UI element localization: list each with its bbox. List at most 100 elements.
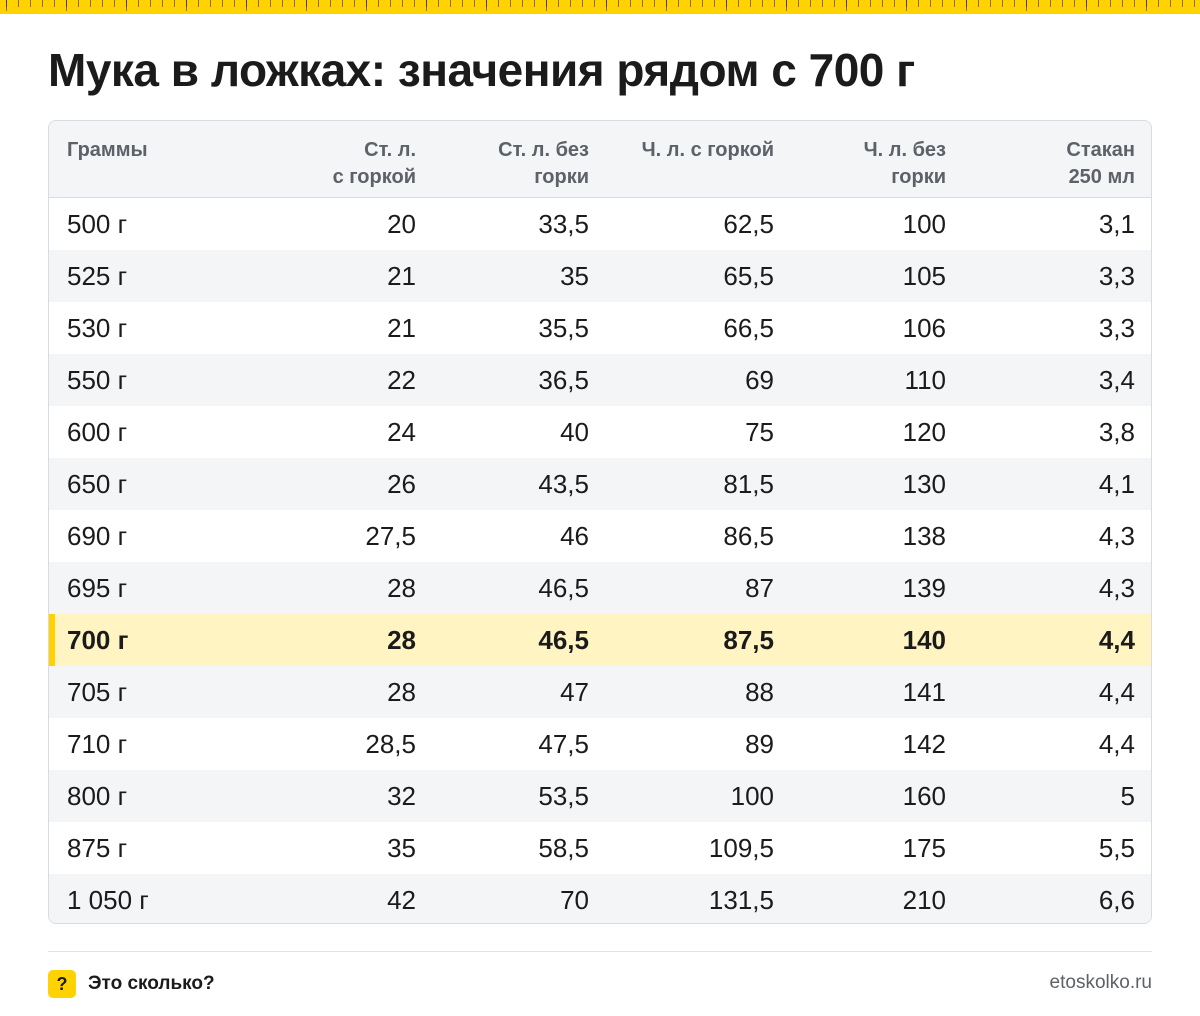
cell-value: 53,5	[538, 780, 589, 811]
cell-value: 3,3	[1098, 260, 1135, 291]
cell-value: 110	[904, 364, 946, 395]
cell-grams: 800 г	[67, 780, 128, 811]
cell-value: 139	[902, 572, 946, 603]
cell-value: 21	[387, 260, 416, 291]
cell-value: 3,1	[1098, 208, 1135, 239]
cell-value: 33,5	[538, 208, 589, 239]
cell-grams: 550 г	[67, 364, 128, 395]
cell-grams: 600 г	[67, 416, 128, 447]
cell-value: 120	[902, 416, 946, 447]
cell-value: 87	[745, 572, 774, 603]
cell-value: 35,5	[538, 312, 589, 343]
cell-value: 62,5	[723, 208, 774, 239]
cell-value: 4,4	[1098, 624, 1135, 655]
cell-value: 28	[387, 676, 416, 707]
cell-value: 81,5	[723, 468, 774, 499]
cell-value: 46,5	[538, 624, 589, 655]
header-tsp-level: Ч. л. без горки	[863, 139, 946, 188]
cell-value: 138	[902, 520, 946, 551]
cell-value: 160	[902, 780, 946, 811]
cell-grams: 695 г	[67, 572, 128, 603]
cell-value: 22	[387, 364, 416, 395]
cell-value: 140	[902, 624, 946, 655]
cell-grams: 690 г	[67, 520, 128, 551]
cell-value: 6,6	[1098, 884, 1135, 915]
cell-value: 4,4	[1098, 728, 1135, 759]
cell-value: 32	[387, 780, 416, 811]
cell-value: 26	[387, 468, 416, 499]
table-row: 550 г 22 36,5 69 110 3,4	[49, 354, 1151, 406]
cell-value: 3,3	[1098, 312, 1135, 343]
cell-grams: 525 г	[67, 260, 128, 291]
cell-value: 20	[387, 208, 416, 239]
cell-value: 75	[745, 416, 774, 447]
flour-table: Граммы Ст. л. с горкой Ст. л. без горки …	[48, 120, 1152, 924]
cell-value: 4,1	[1098, 468, 1135, 499]
cell-value: 28	[387, 624, 416, 655]
cell-value: 46,5	[538, 572, 589, 603]
header-tbsp-level: Ст. л. без горки	[498, 139, 589, 188]
cell-value: 3,8	[1098, 416, 1135, 447]
cell-value: 5,5	[1098, 832, 1135, 863]
cell-grams: 530 г	[67, 312, 128, 343]
cell-value: 141	[902, 676, 946, 707]
table-header: Граммы Ст. л. с горкой Ст. л. без горки …	[49, 121, 1151, 198]
cell-value: 46	[560, 520, 589, 551]
cell-value: 131,5	[708, 884, 774, 915]
table-row: 1 050 г 42 70 131,5 210 6,6	[49, 874, 1151, 923]
cell-value: 4,4	[1098, 676, 1135, 707]
brand-name: Это сколько?	[88, 973, 215, 994]
cell-value: 42	[387, 884, 416, 915]
table-row: 530 г 21 35,5 66,5 106 3,3	[49, 302, 1151, 354]
cell-value: 89	[745, 728, 774, 759]
cell-value: 28,5	[365, 728, 416, 759]
cell-value: 86,5	[723, 520, 774, 551]
cell-grams: 710 г	[67, 728, 128, 759]
cell-value: 4,3	[1098, 520, 1135, 551]
header-tbsp-heaped: Ст. л. с горкой	[332, 139, 416, 188]
footer-divider	[48, 951, 1152, 952]
cell-value: 21	[387, 312, 416, 343]
cell-value: 36,5	[538, 364, 589, 395]
brand-logo[interactable]: ? Это сколько?	[48, 969, 215, 999]
cell-value: 69	[745, 364, 774, 395]
cell-value: 130	[902, 468, 946, 499]
page-title: Мука в ложках: значения рядом с 700 г	[48, 44, 915, 96]
table-row: 600 г 24 40 75 120 3,8	[49, 406, 1151, 458]
table-row-highlighted: 700 г 28 46,5 87,5 140 4,4	[49, 614, 1151, 666]
cell-grams: 500 г	[67, 208, 128, 239]
table-row: 525 г 21 35 65,5 105 3,3	[49, 250, 1151, 302]
cell-value: 70	[560, 884, 589, 915]
cell-grams: 650 г	[67, 468, 128, 499]
cell-value: 109,5	[708, 832, 774, 863]
cell-value: 40	[560, 416, 589, 447]
table-row: 705 г 28 47 88 141 4,4	[49, 666, 1151, 718]
table-row: 650 г 26 43,5 81,5 130 4,1	[49, 458, 1151, 510]
header-tsp-heaped: Ч. л. с горкой	[641, 139, 774, 161]
cell-value: 88	[745, 676, 774, 707]
cell-value: 28	[387, 572, 416, 603]
cell-value: 47	[560, 676, 589, 707]
cell-value: 5	[1120, 780, 1135, 811]
cell-grams: 875 г	[67, 832, 128, 863]
cell-value: 27,5	[365, 520, 416, 551]
cell-value: 24	[387, 416, 416, 447]
cell-grams: 1 050 г	[67, 884, 149, 915]
site-link[interactable]: etoskolko.ru	[1049, 972, 1152, 993]
table-row: 695 г 28 46,5 87 139 4,3	[49, 562, 1151, 614]
cell-value: 58,5	[538, 832, 589, 863]
cell-value: 3,4	[1098, 364, 1135, 395]
table-row: 690 г 27,5 46 86,5 138 4,3	[49, 510, 1151, 562]
cell-value: 142	[902, 728, 946, 759]
question-mark-icon: ?	[48, 970, 76, 998]
table-row: 800 г 32 53,5 100 160 5	[49, 770, 1151, 822]
cell-value: 35	[387, 832, 416, 863]
cell-value: 87,5	[723, 624, 774, 655]
header-cup: Стакан 250 мл	[1066, 139, 1135, 188]
cell-value: 175	[902, 832, 946, 863]
cell-value: 66,5	[723, 312, 774, 343]
cell-value: 210	[902, 884, 946, 915]
cell-value: 100	[902, 208, 946, 239]
table-row: 875 г 35 58,5 109,5 175 5,5	[49, 822, 1151, 874]
cell-value: 47,5	[538, 728, 589, 759]
